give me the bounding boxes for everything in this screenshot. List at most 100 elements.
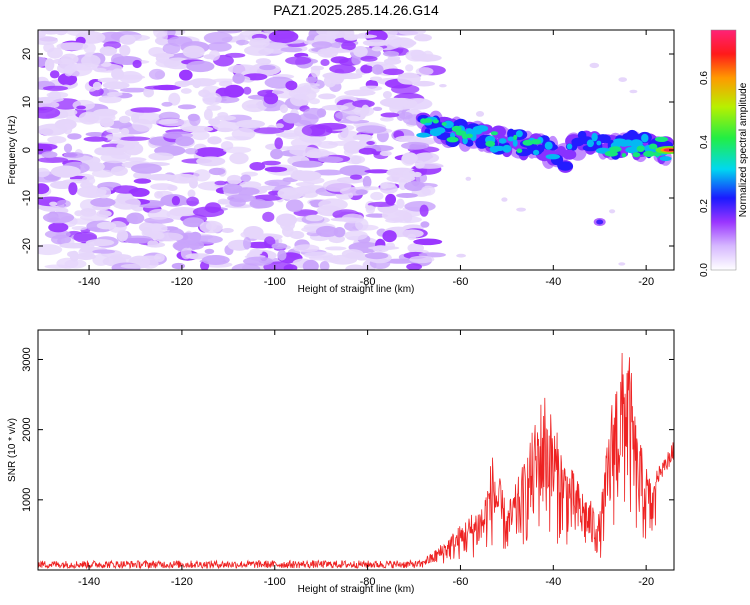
x-tick-label: -80	[360, 576, 376, 588]
noise-blob	[199, 220, 223, 234]
noise-blob	[319, 261, 330, 270]
noise-blob	[193, 169, 211, 182]
noise-blob	[246, 104, 259, 109]
noise-blob	[361, 104, 370, 116]
noise-blob	[318, 93, 336, 100]
noise-blob	[414, 34, 432, 42]
y-tick-label: -10	[21, 190, 33, 206]
noise-blob	[140, 255, 162, 260]
noise-blob	[290, 170, 322, 182]
noise-blob	[262, 211, 275, 222]
noise-blob	[258, 185, 275, 191]
noise-blob	[345, 264, 366, 270]
noise-blob	[50, 165, 81, 178]
noise-blob	[38, 106, 61, 119]
signal-blob	[446, 136, 459, 143]
noise-blob	[150, 183, 175, 191]
signal-blob	[591, 132, 598, 142]
signal-blob	[516, 148, 523, 153]
noise-blob	[264, 179, 291, 187]
signal-blob	[653, 151, 662, 157]
noise-blob	[162, 131, 193, 140]
noise-blob	[421, 185, 436, 196]
noise-blob	[43, 42, 55, 53]
snr-x-label: Height of straight line (km)	[298, 584, 415, 595]
noise-blob	[177, 104, 197, 110]
noise-blob	[130, 107, 162, 113]
noise-blob	[207, 41, 232, 52]
noise-blob	[401, 152, 418, 165]
noise-blob	[371, 46, 384, 52]
noise-blob	[295, 182, 315, 187]
noise-blob	[63, 143, 73, 153]
noise-blob	[68, 182, 78, 196]
noise-blob	[243, 86, 252, 95]
noise-blob	[154, 191, 164, 199]
noise-blob	[217, 198, 230, 205]
signal-blob	[512, 139, 518, 147]
noise-blob	[74, 210, 84, 217]
noise-blob	[96, 221, 117, 230]
noise-blob	[380, 116, 394, 122]
noise-blob	[171, 262, 186, 270]
y-tick-label: -20	[21, 238, 33, 254]
noise-speck	[456, 253, 466, 258]
noise-blob	[406, 263, 422, 270]
signal-blob	[654, 136, 669, 142]
snr-frame	[37, 329, 675, 571]
noise-blob	[119, 34, 136, 45]
signal-band	[415, 110, 674, 226]
noise-blob	[271, 243, 288, 250]
noise-blob	[38, 183, 50, 195]
noise-blob	[343, 140, 364, 154]
noise-blob	[161, 101, 173, 107]
noise-blob	[211, 78, 238, 83]
noise-blob	[235, 119, 266, 128]
noise-blob	[98, 95, 122, 104]
noise-blob	[382, 230, 397, 243]
noise-blob	[355, 218, 369, 231]
noise-blob	[155, 232, 184, 242]
signal-blob	[490, 131, 498, 136]
noise-blob	[259, 64, 276, 71]
signal-blob	[502, 144, 512, 153]
noise-blob	[391, 84, 420, 95]
noise-blob	[253, 127, 285, 134]
noise-blob	[268, 30, 299, 44]
x-tick-label: -140	[78, 576, 100, 588]
noise-blob	[293, 209, 318, 217]
y-tick-label: 3000	[21, 347, 33, 371]
noise-blob	[130, 113, 140, 123]
noise-blob	[395, 135, 422, 142]
noise-blob	[59, 242, 89, 249]
noise-blob	[330, 56, 349, 64]
signal-blob	[596, 140, 602, 146]
x-tick-label: -120	[171, 576, 193, 588]
noise-blob	[379, 150, 392, 157]
noise-blob	[214, 115, 237, 121]
signal-blob	[544, 141, 553, 150]
x-tick-label: -60	[452, 276, 468, 288]
chart-title: PAZ1.2025.285.14.26.G14	[273, 2, 439, 18]
x-tick-label: -20	[638, 276, 654, 288]
noise-blob	[261, 160, 281, 166]
y-tick-label: 20	[21, 48, 33, 60]
x-tick-label: -40	[545, 576, 561, 588]
noise-speck	[465, 176, 472, 181]
noise-blob	[196, 156, 226, 167]
noise-blob	[359, 85, 383, 92]
noise-blob	[318, 198, 348, 211]
noise-blob	[362, 175, 372, 189]
noise-blob	[125, 157, 147, 162]
noise-blob	[298, 82, 320, 88]
noise-blob	[78, 247, 95, 258]
noise-blob	[119, 44, 131, 57]
noise-blob	[203, 108, 213, 121]
noise-blob	[303, 40, 314, 45]
noise-blob	[168, 92, 181, 106]
x-tick-label: -40	[545, 276, 561, 288]
noise-blob	[317, 156, 344, 163]
noise-blob	[397, 72, 421, 85]
signal-blob	[465, 133, 473, 138]
